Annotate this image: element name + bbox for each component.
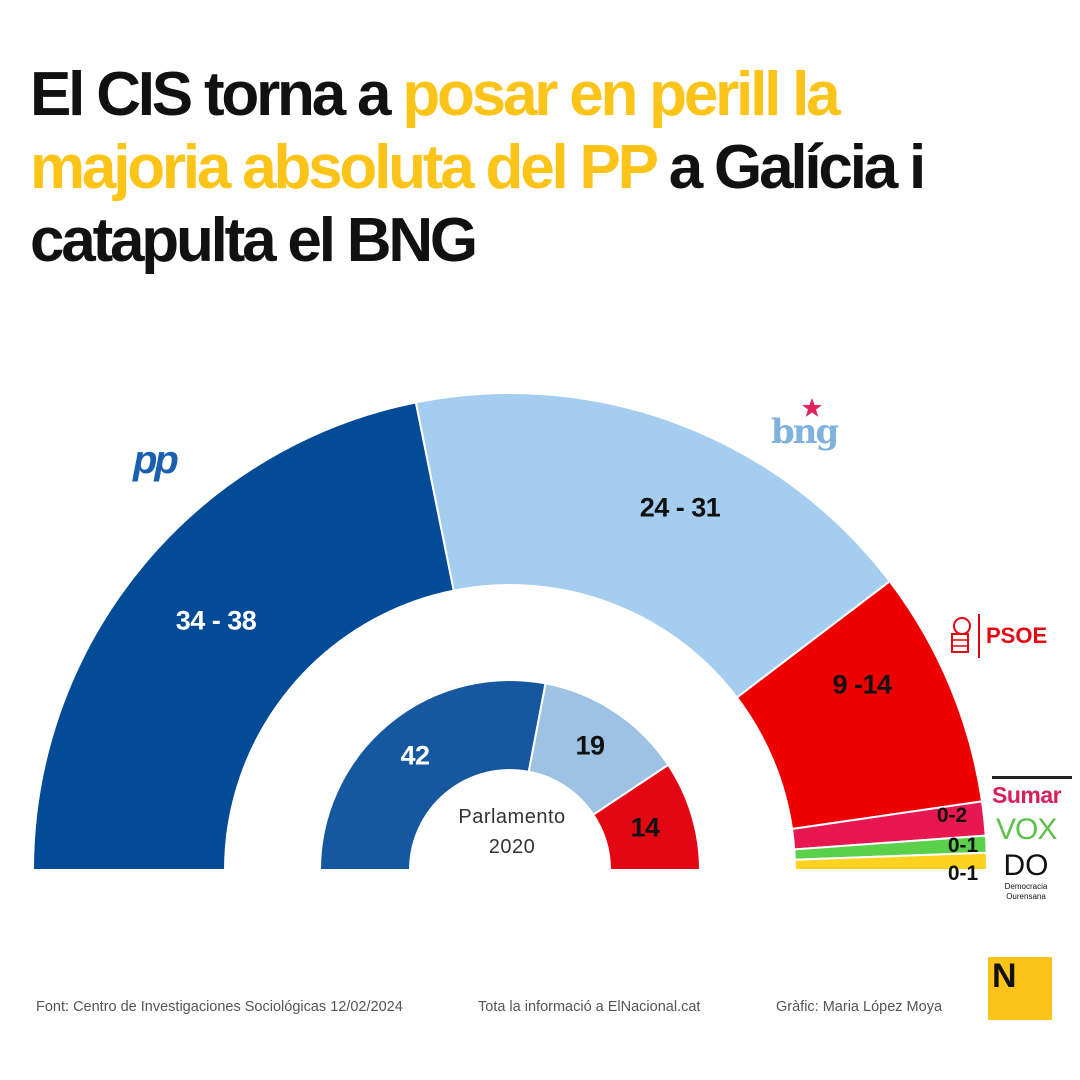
elnacional-logo-text: N <box>992 957 1017 995</box>
inner-title-line1: Parlamento <box>458 806 566 828</box>
footer-credit: Gràfic: Maria López Moya <box>776 999 943 1015</box>
sumar-logo: Sumar <box>992 776 1072 809</box>
title-highlight: posar en perill la majoria absoluta del … <box>30 60 841 202</box>
inner-title-line2: 2020 <box>488 836 536 858</box>
do-logo-sub2: Ourensana <box>1006 892 1046 901</box>
parliament-2020-segment-pp <box>318 679 547 871</box>
label-do-forecast: 0-1 <box>947 862 979 885</box>
elnacional-logo: N <box>988 957 1052 1020</box>
do-logo: DO Democracia Ourensana <box>998 850 1054 902</box>
parliament-2020-segment-psoe <box>591 763 702 871</box>
rose-fist-icon <box>951 617 971 653</box>
psoe-logo: PSOE <box>948 614 1047 658</box>
psoe-logo-text: PSOE <box>986 623 1048 648</box>
star-icon <box>802 398 822 417</box>
label-bng-2020: 19 <box>575 730 605 761</box>
do-logo-sub1: Democracia <box>1004 882 1048 891</box>
label-bng-forecast: 24 - 31 <box>639 492 721 523</box>
forecast-segment-pp <box>31 401 455 871</box>
label-vox-forecast: 0-1 <box>947 834 979 857</box>
footer-info: Tota la informació a ElNacional.cat <box>478 999 701 1015</box>
bng-logo-text: bng <box>771 412 839 452</box>
bng-logo: bng <box>771 398 839 456</box>
psoe-divider <box>978 614 980 658</box>
inner-chart-title: Parlamento 2020 <box>458 802 565 862</box>
label-sumar-forecast: 0-2 <box>936 804 968 827</box>
footer-source: Font: Centro de Investigaciones Sociológ… <box>36 999 403 1015</box>
label-pp-2020: 42 <box>400 740 430 771</box>
page-title: El CIS torna a posar en perill la majori… <box>30 58 1040 277</box>
label-psoe-forecast: 9 -14 <box>832 669 892 700</box>
pp-logo: pp <box>133 438 179 482</box>
forecast-segment-bng <box>414 392 892 699</box>
vox-logo: VOX <box>996 813 1057 846</box>
sumar-logo-text: Sumar <box>992 782 1062 808</box>
title-part2: a Galícia i catapulta el BNG <box>30 133 926 275</box>
label-psoe-2020: 14 <box>630 812 660 843</box>
title-part1: El CIS torna a <box>30 60 403 129</box>
forecast-segment-do <box>793 851 989 871</box>
do-logo-text: DO <box>1003 849 1049 882</box>
label-pp-forecast: 34 - 38 <box>175 605 257 636</box>
